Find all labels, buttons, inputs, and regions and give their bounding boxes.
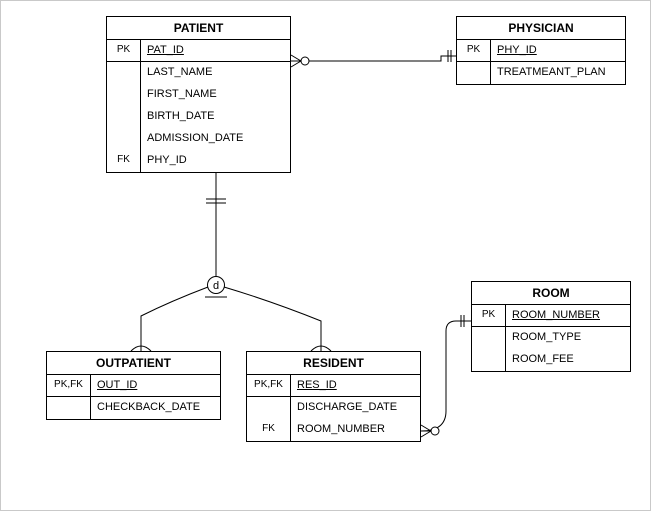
key-cell: PK xyxy=(472,305,505,327)
attr-cell: ROOM_NUMBER xyxy=(506,305,630,327)
attr-cell: PHY_ID xyxy=(141,150,290,172)
entity-outpatient: OUTPATIENT PK,FK OUT_ID CHECKBACK_DATE xyxy=(46,351,221,420)
key-cell: PK xyxy=(107,40,140,62)
key-cell xyxy=(107,128,140,150)
attr-cell: ADMISSION_DATE xyxy=(141,128,290,150)
entity-title: RESIDENT xyxy=(247,352,420,375)
attr-cell: BIRTH_DATE xyxy=(141,106,290,128)
key-cell xyxy=(247,397,290,419)
key-cell xyxy=(107,62,140,84)
attr-cell: TREATMEANT_PLAN xyxy=(491,62,625,84)
entity-resident: RESIDENT PK,FK FK RES_ID DISCHARGE_DATE … xyxy=(246,351,421,442)
attr-cell: PHY_ID xyxy=(491,40,625,62)
key-cell xyxy=(107,106,140,128)
entity-room: ROOM PK ROOM_NUMBER ROOM_TYPE ROOM_FEE xyxy=(471,281,631,372)
key-cell: FK xyxy=(247,419,290,441)
key-cell: PK,FK xyxy=(247,375,290,397)
disjoint-symbol: d xyxy=(207,276,225,294)
attr-cell: ROOM_FEE xyxy=(506,349,630,371)
attr-cell: ROOM_TYPE xyxy=(506,327,630,349)
key-cell xyxy=(107,84,140,106)
entity-title: ROOM xyxy=(472,282,630,305)
attr-cell: OUT_ID xyxy=(91,375,220,397)
entity-patient: PATIENT PK FK PAT_ID LAST_NAME FIRST_NAM… xyxy=(106,16,291,173)
attr-cell: LAST_NAME xyxy=(141,62,290,84)
entity-physician: PHYSICIAN PK PHY_ID TREATMEANT_PLAN xyxy=(456,16,626,85)
key-cell: PK,FK xyxy=(47,375,90,397)
attr-cell: RES_ID xyxy=(291,375,420,397)
key-cell: PK xyxy=(457,40,490,62)
entity-title: PHYSICIAN xyxy=(457,17,625,40)
key-cell xyxy=(472,327,505,349)
key-cell xyxy=(457,62,490,84)
attr-cell: DISCHARGE_DATE xyxy=(291,397,420,419)
attr-cell: FIRST_NAME xyxy=(141,84,290,106)
attr-cell: PAT_ID xyxy=(141,40,290,62)
entity-title: PATIENT xyxy=(107,17,290,40)
attr-cell: ROOM_NUMBER xyxy=(291,419,420,441)
key-cell xyxy=(472,349,505,371)
attr-cell: CHECKBACK_DATE xyxy=(91,397,220,419)
key-cell xyxy=(47,397,90,419)
entity-title: OUTPATIENT xyxy=(47,352,220,375)
key-cell: FK xyxy=(107,150,140,172)
er-diagram-canvas: PATIENT PK FK PAT_ID LAST_NAME FIRST_NAM… xyxy=(0,0,651,511)
